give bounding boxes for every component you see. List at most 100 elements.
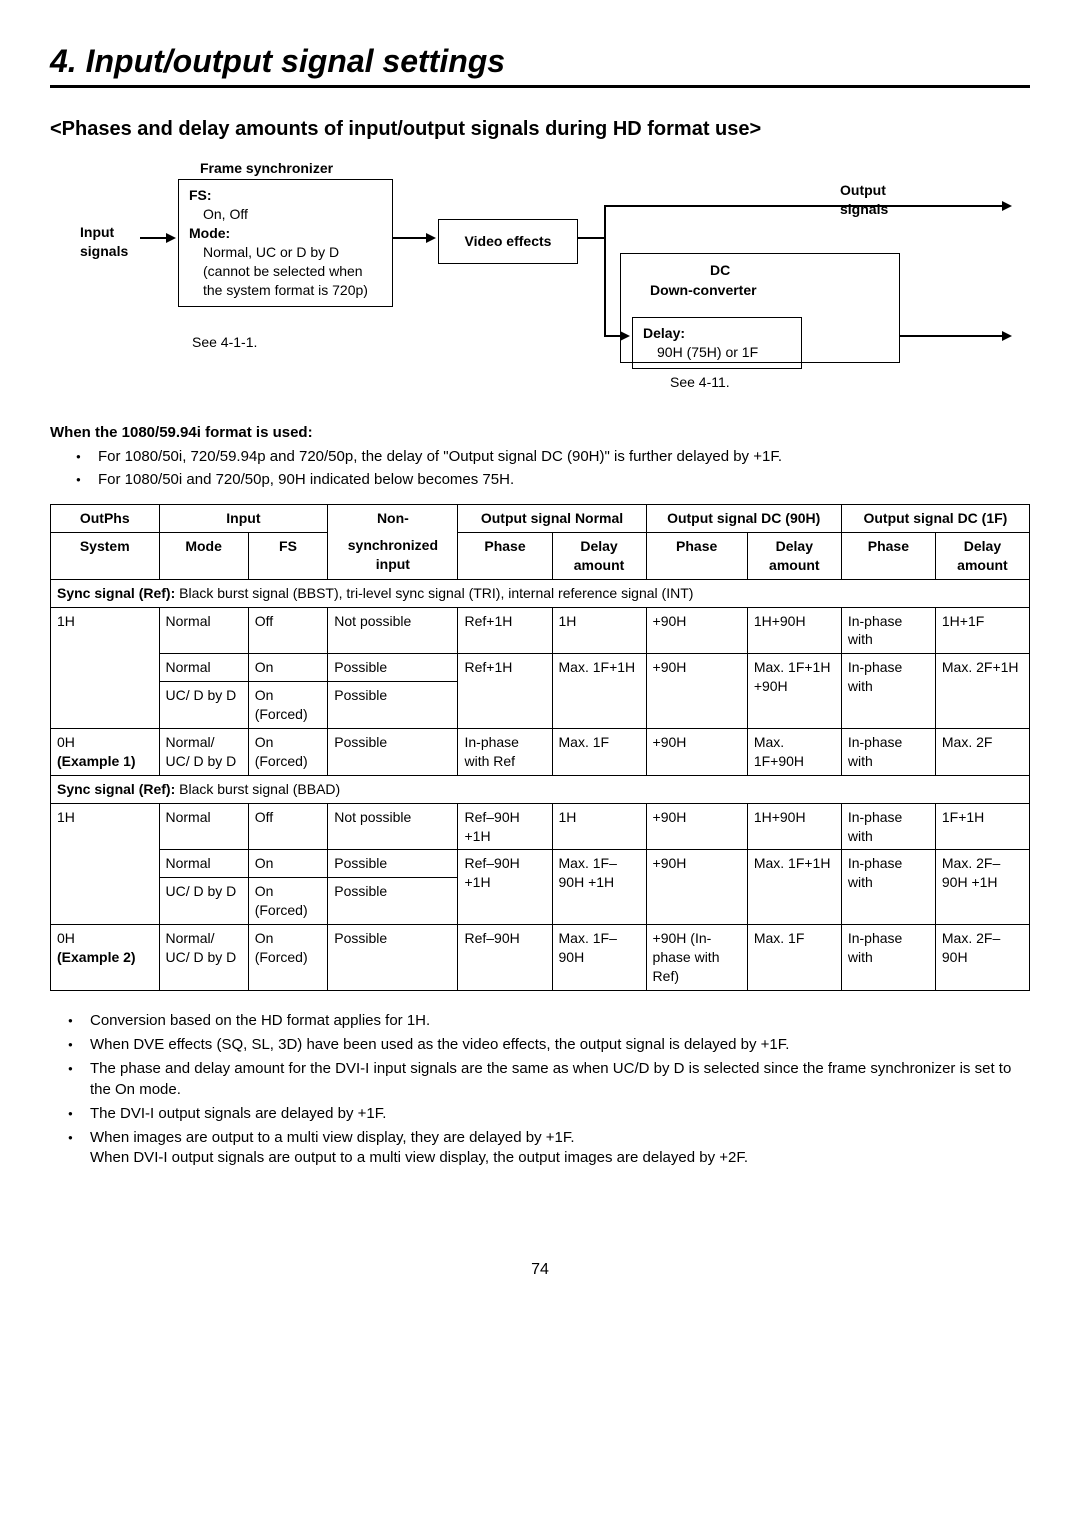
table-cell: Max. 1F+1H — [552, 654, 646, 729]
th-normal: Output signal Normal — [458, 504, 646, 532]
table-cell: Normal — [159, 607, 248, 654]
table-cell: 0H(Example 1) — [51, 728, 160, 775]
table-cell: Possible — [328, 850, 458, 878]
th-outphs: OutPhs — [51, 504, 160, 532]
notes-list: Conversion based on the HD format applie… — [50, 1011, 1030, 1169]
format-bullet: For 1080/50i and 720/50p, 90H indicated … — [98, 470, 1030, 490]
see-delay-ref: See 4-11. — [670, 373, 730, 392]
table-cell: +90H — [646, 728, 747, 775]
table-cell: In-phase with — [841, 925, 935, 991]
th-fs: FS — [248, 532, 328, 579]
table-cell: Possible — [328, 682, 458, 729]
format-heading: When the 1080/59.94i format is used: — [50, 423, 1030, 443]
table-cell: Normal — [159, 654, 248, 682]
note-item: The phase and delay amount for the DVI-I… — [90, 1059, 1030, 1100]
output-signals-label: Output signals — [840, 181, 920, 219]
table-cell: Possible — [328, 728, 458, 775]
th-phase: Phase — [841, 532, 935, 579]
th-system: System — [51, 532, 160, 579]
table-cell: Off — [248, 803, 328, 850]
table-cell: In-phase with — [841, 728, 935, 775]
table-cell: UC/ D by D — [159, 682, 248, 729]
th-dc1f: Output signal DC (1F) — [841, 504, 1029, 532]
table-cell: Max. 1F+1H — [747, 850, 841, 925]
table-cell: Normal — [159, 803, 248, 850]
chapter-title: 4. Input/output signal settings — [50, 40, 1030, 88]
table-cell: Max. 1F–90H — [552, 925, 646, 991]
table-section-header: Sync signal (Ref): Black burst signal (B… — [51, 775, 1030, 803]
table-cell: On (Forced) — [248, 925, 328, 991]
table-cell: Ref+1H — [458, 654, 552, 729]
table-cell: Possible — [328, 925, 458, 991]
th-nonsync2: synchronized input — [328, 532, 458, 579]
signal-flow-diagram: Input signals Frame synchronizer FS: On,… — [50, 163, 1030, 413]
table-cell: Normal/ UC/ D by D — [159, 728, 248, 775]
table-cell: 1H — [552, 607, 646, 654]
signal-table: OutPhs Input Non- Output signal Normal O… — [50, 504, 1030, 991]
table-cell: Max. 1F+90H — [747, 728, 841, 775]
table-cell: Possible — [328, 654, 458, 682]
table-cell: 1H — [552, 803, 646, 850]
table-cell: +90H — [646, 654, 747, 729]
th-mode: Mode — [159, 532, 248, 579]
table-cell: Not possible — [328, 803, 458, 850]
fs-label: FS: — [189, 187, 212, 203]
table-section-header: Sync signal (Ref): Black burst signal (B… — [51, 579, 1030, 607]
format-bullet: For 1080/50i, 720/59.94p and 720/50p, th… — [98, 447, 1030, 467]
section-title: <Phases and delay amounts of input/outpu… — [50, 116, 1030, 143]
table-cell: 1H — [51, 607, 160, 728]
th-input: Input — [159, 504, 328, 532]
table-cell: 1H+1F — [935, 607, 1029, 654]
th-phase: Phase — [458, 532, 552, 579]
table-cell: UC/ D by D — [159, 878, 248, 925]
table-cell: On — [248, 850, 328, 878]
note-item: The DVI-I output signals are delayed by … — [90, 1104, 1030, 1124]
table-cell: Ref+1H — [458, 607, 552, 654]
table-cell: 1H+90H — [747, 803, 841, 850]
table-cell: Max. 1F+1H +90H — [747, 654, 841, 729]
table-cell: 0H(Example 2) — [51, 925, 160, 991]
table-cell: +90H — [646, 850, 747, 925]
note-item: Conversion based on the HD format applie… — [90, 1011, 1030, 1031]
table-cell: +90H — [646, 803, 747, 850]
table-cell: Max. 2F–90H — [935, 925, 1029, 991]
table-cell: Normal — [159, 850, 248, 878]
table-cell: In-phase with — [841, 850, 935, 925]
th-dc90h: Output signal DC (90H) — [646, 504, 841, 532]
table-cell: 1F+1H — [935, 803, 1029, 850]
th-delay: Delay amount — [747, 532, 841, 579]
table-cell: On (Forced) — [248, 878, 328, 925]
th-phase: Phase — [646, 532, 747, 579]
table-cell: Ref–90H +1H — [458, 850, 552, 925]
video-effects-box: Video effects — [438, 219, 578, 264]
table-cell: Max. 2F–90H +1H — [935, 850, 1029, 925]
table-cell: Ref–90H — [458, 925, 552, 991]
table-cell: Possible — [328, 878, 458, 925]
page-number: 74 — [50, 1259, 1030, 1281]
table-cell: Off — [248, 607, 328, 654]
mode-label: Mode: — [189, 225, 230, 241]
table-cell: Max. 1F–90H +1H — [552, 850, 646, 925]
th-delay: Delay amount — [552, 532, 646, 579]
table-cell: On (Forced) — [248, 682, 328, 729]
input-signals-label: Input signals — [80, 223, 150, 261]
table-cell: In-phase with — [841, 654, 935, 729]
table-cell: In-phase with — [841, 803, 935, 850]
format-bullets: For 1080/50i, 720/59.94p and 720/50p, th… — [50, 447, 1030, 490]
table-cell: Max. 1F — [747, 925, 841, 991]
th-delay: Delay amount — [935, 532, 1029, 579]
table-cell: Normal/ UC/ D by D — [159, 925, 248, 991]
mode-value: Normal, UC or D by D (cannot be selected… — [189, 243, 382, 300]
table-cell: +90H — [646, 607, 747, 654]
table-cell: On — [248, 654, 328, 682]
table-cell: In-phase with — [841, 607, 935, 654]
table-cell: +90H (In-phase with Ref) — [646, 925, 747, 991]
table-cell: Max. 1F — [552, 728, 646, 775]
table-cell: Not possible — [328, 607, 458, 654]
table-cell: Ref–90H +1H — [458, 803, 552, 850]
table-cell: In-phase with Ref — [458, 728, 552, 775]
th-nonsync1: Non- — [328, 504, 458, 532]
table-cell: Max. 2F+1H — [935, 654, 1029, 729]
fs-value: On, Off — [189, 205, 382, 224]
note-item: When images are output to a multi view d… — [90, 1128, 1030, 1169]
